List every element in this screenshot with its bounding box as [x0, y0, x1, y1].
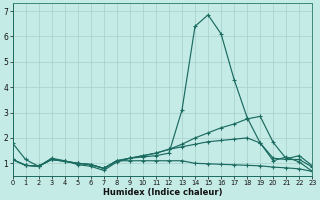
- X-axis label: Humidex (Indice chaleur): Humidex (Indice chaleur): [103, 188, 222, 197]
